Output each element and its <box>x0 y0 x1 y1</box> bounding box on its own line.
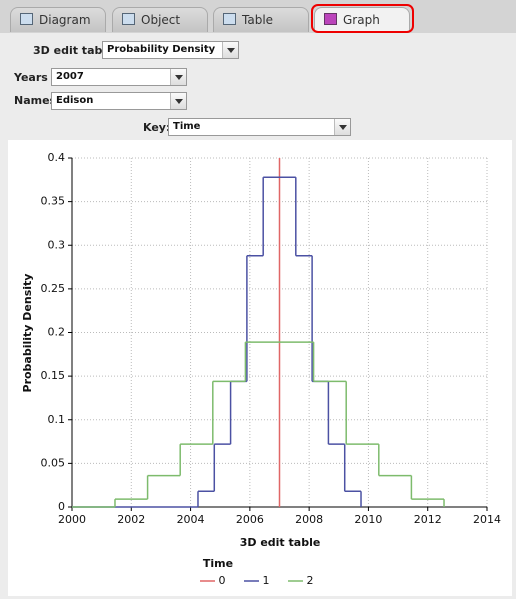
y-tick-label: 0.25 <box>41 282 66 295</box>
y-tick-label: 0.1 <box>48 413 66 426</box>
tab-label: Graph <box>343 13 380 27</box>
legend-title: Time <box>203 557 233 570</box>
x-axis-label: 3D edit table <box>240 536 321 549</box>
control-label: Key: <box>143 121 171 134</box>
control-label: Names <box>14 94 57 107</box>
legend-label: 2 <box>307 574 314 587</box>
y-tick-label: 0.15 <box>41 369 66 382</box>
y-tick-label: 0 <box>58 500 65 513</box>
chart: Probability Density 3D edit table Time 0… <box>8 140 512 596</box>
legend-label: 0 <box>219 574 226 587</box>
tab-bar: Diagram Object Table Graph <box>0 0 516 33</box>
x-tick-label: 2014 <box>473 513 501 526</box>
tab[interactable]: Table <box>213 7 309 32</box>
y-tick-label: 0.05 <box>41 456 66 469</box>
dropdown[interactable]: Edison <box>51 92 187 110</box>
dropdown-value: Time <box>173 121 201 132</box>
y-axis-label: Probability Density <box>21 274 34 393</box>
y-tick-label: 0.3 <box>48 238 66 251</box>
dropdown-value: Edison <box>56 95 94 106</box>
x-tick-label: 2004 <box>177 513 205 526</box>
y-tick-label: 0.4 <box>48 151 66 164</box>
x-tick-label: 2000 <box>58 513 86 526</box>
tab-label: Diagram <box>39 13 91 27</box>
legend-label: 1 <box>263 574 270 587</box>
dropdown[interactable]: Time <box>168 118 351 136</box>
tab[interactable]: Object <box>112 7 208 32</box>
control-label: Years <box>14 71 48 84</box>
tab[interactable]: Graph <box>314 7 410 32</box>
dropdown[interactable]: 2007 <box>51 68 187 86</box>
y-tick-label: 0.35 <box>41 195 66 208</box>
x-tick-label: 2002 <box>117 513 145 526</box>
highlight <box>311 4 414 33</box>
dropdown[interactable]: Probability Density <box>102 41 239 59</box>
x-tick-label: 2012 <box>414 513 442 526</box>
x-tick-label: 2010 <box>354 513 382 526</box>
tab-label: Object <box>141 13 181 27</box>
control-label: 3D edit table <box>33 44 114 57</box>
dropdown-value: Probability Density <box>107 44 216 55</box>
tab-label: Table <box>242 13 274 27</box>
dropdown-value: 2007 <box>56 71 84 82</box>
y-tick-label: 0.2 <box>48 326 66 339</box>
x-tick-label: 2008 <box>295 513 323 526</box>
tab[interactable]: Diagram <box>10 7 106 32</box>
x-tick-label: 2006 <box>236 513 264 526</box>
